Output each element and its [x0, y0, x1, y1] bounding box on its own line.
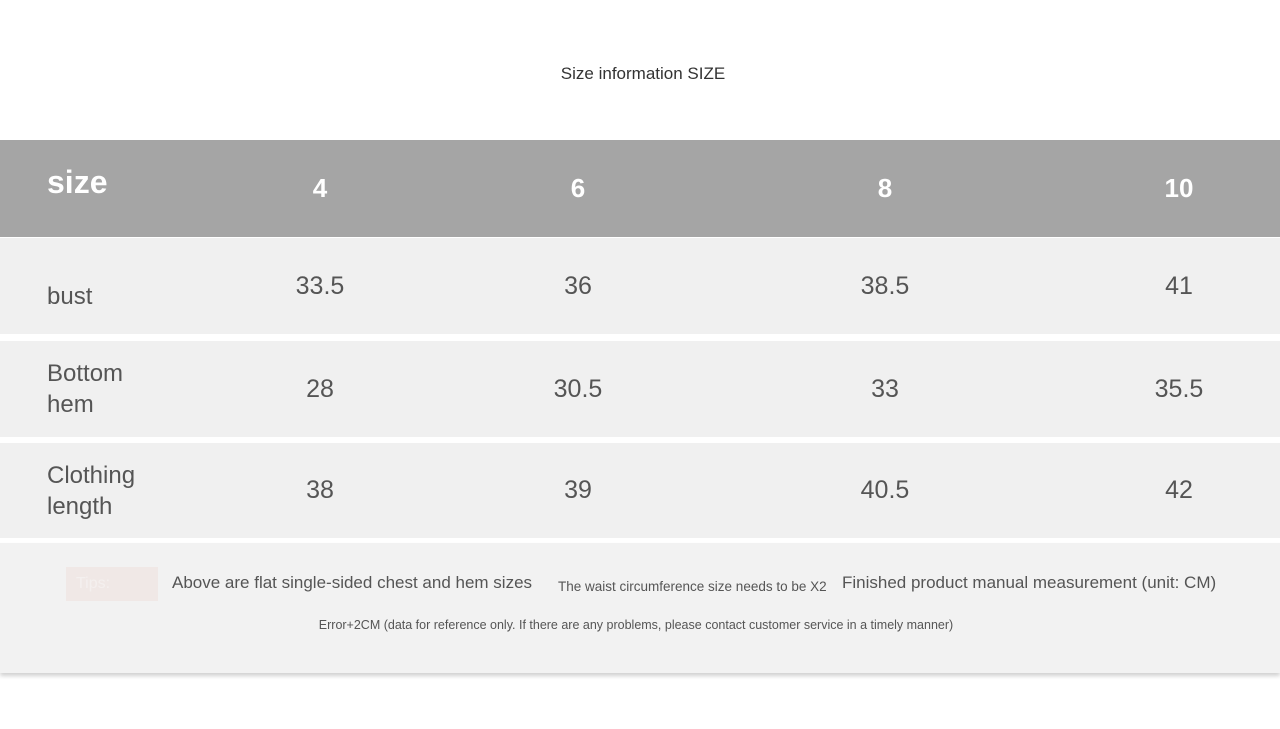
row-label: Bottom hem	[47, 360, 124, 418]
tips-panel: Tips: Above are flat single-sided chest …	[0, 543, 1280, 673]
table-cell: 35.5	[1154, 374, 1204, 403]
table-row: Clothing length 38 39 40.5 42	[0, 443, 1280, 538]
table-row: Bottom hem 28 30.5 33 35.5	[0, 341, 1280, 437]
table-cell: 41	[1165, 271, 1193, 300]
tip-text: Finished product manual measurement (uni…	[842, 573, 1217, 592]
table-cell: 42	[1165, 476, 1193, 504]
table-cell: 30.5	[553, 374, 603, 403]
header-size: 6	[570, 173, 586, 203]
tips-badge: Tips:	[66, 567, 158, 601]
table-row: bust 33.5 36 38.5 41	[0, 238, 1280, 334]
chart-title: Size information SIZE	[560, 64, 726, 83]
table-cell: 39	[564, 476, 592, 504]
table-cell: 40.5	[860, 476, 910, 504]
tip-text: Above are flat single-sided chest and he…	[172, 573, 533, 592]
table-cell: 28	[306, 374, 334, 403]
table-cell: 36	[564, 271, 592, 300]
header-size: 4	[312, 173, 328, 203]
row-label: Clothing length	[47, 461, 136, 520]
table-cell: 33	[871, 374, 899, 403]
row-label: bust	[47, 282, 93, 310]
tip-text: The waist circumference size needs to be…	[558, 579, 827, 594]
table-cell: 38	[306, 476, 334, 504]
tip-disclaimer: Error+2CM (data for reference only. If t…	[318, 618, 954, 632]
header-label: size	[47, 164, 108, 200]
table-cell: 33.5	[295, 271, 345, 300]
header-size: 8	[877, 173, 893, 203]
table-header-row: size 4 6 8 10	[0, 140, 1280, 237]
header-size: 10	[1164, 173, 1194, 203]
table-cell: 38.5	[860, 271, 910, 300]
